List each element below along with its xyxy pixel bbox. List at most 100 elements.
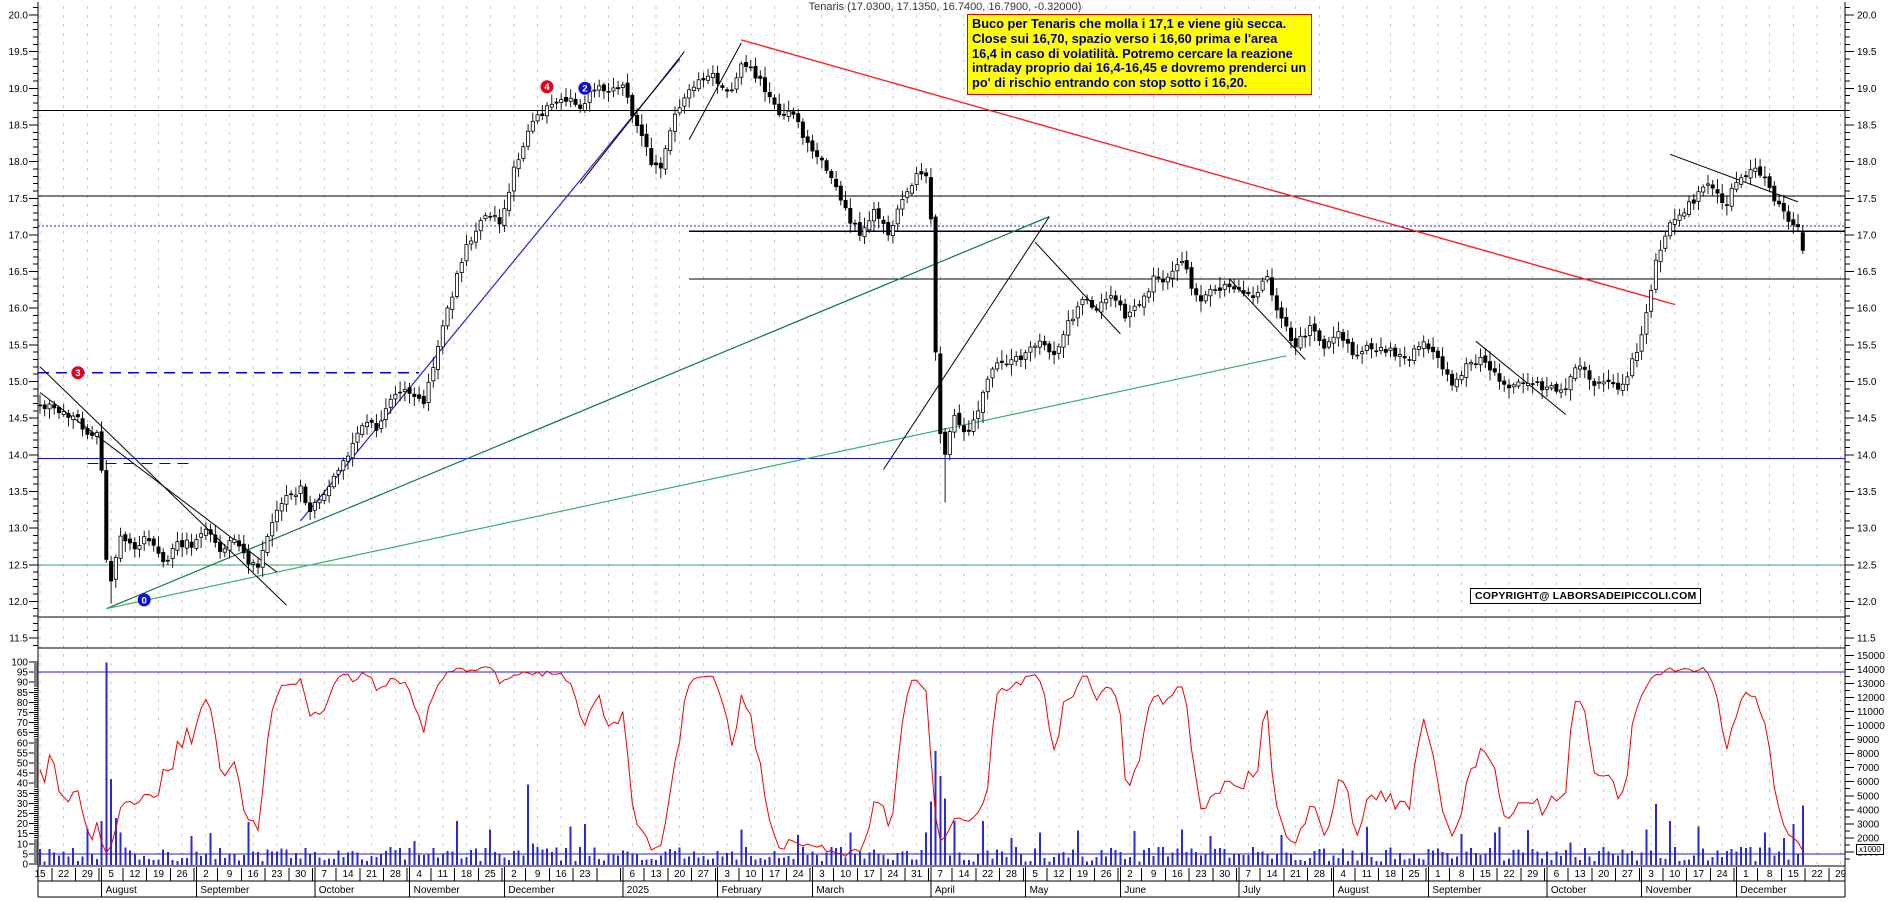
svg-text:5: 5 <box>1032 869 1038 880</box>
svg-text:2025: 2025 <box>627 885 650 896</box>
svg-text:9: 9 <box>227 869 233 880</box>
svg-text:4: 4 <box>544 82 550 93</box>
svg-text:20: 20 <box>1598 869 1610 880</box>
svg-text:12: 12 <box>1053 869 1065 880</box>
wave-markers: 3 0 4 2 <box>71 80 592 607</box>
svg-text:100: 100 <box>11 658 28 669</box>
svg-text:13.0: 13.0 <box>1857 524 1877 535</box>
svg-text:6000: 6000 <box>1857 777 1880 788</box>
svg-text:16: 16 <box>248 869 260 880</box>
svg-text:3: 3 <box>819 869 825 880</box>
trend-lines <box>39 39 1799 610</box>
svg-text:19.0: 19.0 <box>9 84 29 95</box>
horizontal-levels <box>38 109 1845 566</box>
svg-text:19.5: 19.5 <box>9 47 29 58</box>
svg-text:21: 21 <box>1290 869 1302 880</box>
svg-text:30: 30 <box>295 869 307 880</box>
svg-text:16.0: 16.0 <box>1857 304 1877 315</box>
svg-text:17.0: 17.0 <box>1857 230 1877 241</box>
svg-text:16.5: 16.5 <box>1857 267 1877 278</box>
annotation-box: Buco per Tenaris che molla i 17,1 e vien… <box>967 14 1313 95</box>
svg-text:7000: 7000 <box>1857 763 1880 774</box>
svg-text:November: November <box>414 885 461 896</box>
svg-text:12.5: 12.5 <box>9 560 29 571</box>
oscillator-line <box>39 666 1804 858</box>
svg-text:11: 11 <box>1362 869 1373 880</box>
svg-text:70: 70 <box>17 718 29 729</box>
svg-text:17.5: 17.5 <box>1857 194 1877 205</box>
svg-text:12.0: 12.0 <box>9 597 29 608</box>
svg-text:15.5: 15.5 <box>9 340 29 351</box>
svg-text:December: December <box>508 885 555 896</box>
svg-text:28: 28 <box>1006 869 1018 880</box>
svg-text:20.0: 20.0 <box>1857 11 1877 22</box>
svg-text:14.0: 14.0 <box>1857 450 1877 461</box>
svg-text:18: 18 <box>461 869 473 880</box>
svg-text:16.5: 16.5 <box>9 267 29 278</box>
svg-text:26: 26 <box>1101 869 1113 880</box>
svg-text:16: 16 <box>556 869 568 880</box>
svg-text:20: 20 <box>17 819 29 830</box>
svg-text:12.0: 12.0 <box>1857 597 1877 608</box>
svg-text:23: 23 <box>271 869 283 880</box>
svg-text:90: 90 <box>17 678 29 689</box>
annotation-line: Close sui 16,70, spazio verso i 16,60 pr… <box>972 30 1278 46</box>
svg-text:9000: 9000 <box>1857 735 1880 746</box>
svg-text:14: 14 <box>1266 869 1278 880</box>
svg-text:22: 22 <box>982 869 994 880</box>
svg-text:14.5: 14.5 <box>9 414 29 425</box>
svg-text:8: 8 <box>1459 869 1465 880</box>
svg-text:13: 13 <box>650 869 662 880</box>
svg-text:12: 12 <box>129 869 141 880</box>
svg-text:4: 4 <box>1340 869 1346 880</box>
svg-text:9: 9 <box>1151 869 1157 880</box>
svg-text:14.0: 14.0 <box>9 450 29 461</box>
svg-text:22: 22 <box>1503 869 1515 880</box>
svg-text:16: 16 <box>1172 869 1184 880</box>
oscillator-thresholds <box>38 671 1845 855</box>
svg-text:September: September <box>200 885 250 896</box>
svg-text:27: 27 <box>1622 869 1634 880</box>
svg-text:18.0: 18.0 <box>9 157 29 168</box>
axis-ticks <box>29 7 1854 865</box>
panel-borders <box>37 2 1846 898</box>
svg-text:10: 10 <box>1669 869 1681 880</box>
svg-text:95: 95 <box>17 668 29 679</box>
svg-text:14: 14 <box>342 869 354 880</box>
svg-text:22: 22 <box>1811 869 1823 880</box>
svg-text:27: 27 <box>698 869 710 880</box>
svg-text:30: 30 <box>1219 869 1231 880</box>
svg-text:June: June <box>1124 885 1146 896</box>
svg-text:31: 31 <box>911 869 923 880</box>
svg-text:50: 50 <box>17 759 29 770</box>
svg-text:15: 15 <box>17 829 29 840</box>
svg-text:May: May <box>1030 885 1049 896</box>
svg-text:20: 20 <box>674 869 686 880</box>
candles <box>38 55 1805 604</box>
svg-text:7: 7 <box>938 869 944 880</box>
svg-text:29: 29 <box>82 869 94 880</box>
svg-text:11000: 11000 <box>1857 707 1885 718</box>
svg-text:21: 21 <box>366 869 378 880</box>
svg-text:5000: 5000 <box>1857 791 1880 802</box>
svg-text:24: 24 <box>1717 869 1729 880</box>
annotation-line: po' di rischio entrando con stop sotto i… <box>972 75 1248 91</box>
svg-text:20.0: 20.0 <box>9 11 29 22</box>
copyright-label: COPYRIGHT@ LABORSADEIPICCOLI.COM <box>1470 588 1702 604</box>
svg-text:55: 55 <box>17 748 29 759</box>
svg-text:April: April <box>935 885 955 896</box>
svg-text:0: 0 <box>142 595 147 606</box>
svg-text:13.5: 13.5 <box>9 487 29 498</box>
svg-text:3: 3 <box>724 869 730 880</box>
svg-text:11.5: 11.5 <box>9 634 28 645</box>
svg-text:18: 18 <box>1385 869 1397 880</box>
svg-text:29: 29 <box>1835 869 1847 880</box>
svg-text:22: 22 <box>58 869 70 880</box>
svg-text:30: 30 <box>17 799 29 810</box>
svg-text:3: 3 <box>1648 869 1654 880</box>
svg-text:3000: 3000 <box>1857 819 1880 830</box>
svg-text:13.5: 13.5 <box>1857 487 1877 498</box>
svg-text:28: 28 <box>1314 869 1326 880</box>
volume-bars <box>39 662 1804 865</box>
